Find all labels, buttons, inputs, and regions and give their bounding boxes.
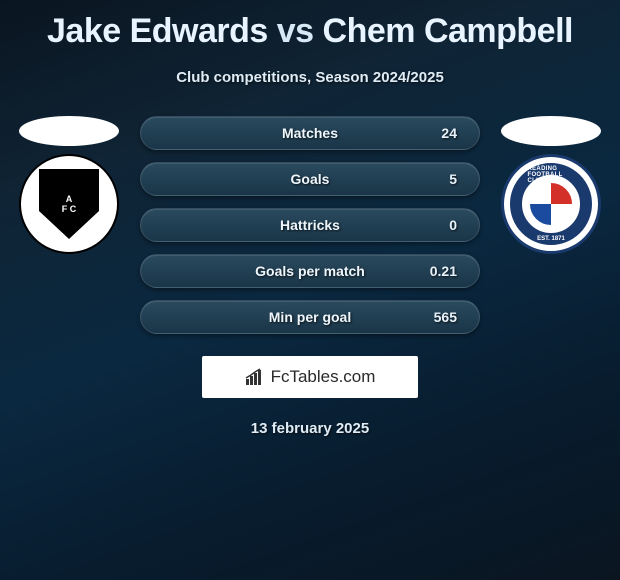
stat-label: Matches: [282, 125, 338, 141]
player1-name: Jake Edwards: [47, 12, 268, 50]
stat-right-value: 24: [427, 125, 457, 141]
comparison-title: Jake Edwards vs Chem Campbell: [47, 12, 573, 51]
player1-avatar-placeholder: [19, 116, 119, 146]
stat-right-value: 5: [427, 171, 457, 187]
stat-right-value: 565: [427, 309, 457, 325]
main-area: AF C Matches 24 Goals 5 Hattricks 0: [0, 116, 620, 334]
brand-watermark: FcTables.com: [202, 356, 418, 398]
shield-monogram: AF C: [62, 194, 77, 214]
stat-label: Goals: [291, 171, 330, 187]
stat-right-value: 0: [427, 217, 457, 233]
infographic-root: Jake Edwards vs Chem Campbell Club compe…: [0, 0, 620, 447]
badge-bottom-text: EST. 1871: [537, 236, 565, 242]
badge-center-icon: [528, 181, 574, 227]
bar-chart-icon: [245, 368, 265, 386]
stat-row-goals: Goals 5: [140, 162, 480, 196]
stat-row-goals-per-match: Goals per match 0.21: [140, 254, 480, 288]
player2-name: Chem Campbell: [323, 12, 573, 50]
brand-text: FcTables.com: [271, 367, 376, 387]
vs-text: vs: [277, 12, 314, 50]
player2-avatar-placeholder: [501, 116, 601, 146]
player2-club-badge: READING FOOTBALL CLUB EST. 1871: [501, 154, 601, 254]
stat-right-value: 0.21: [427, 263, 457, 279]
subtitle: Club competitions, Season 2024/2025: [176, 69, 444, 86]
stat-label: Hattricks: [280, 217, 340, 233]
stat-label: Goals per match: [255, 263, 365, 279]
shield-icon: AF C: [39, 169, 99, 239]
left-column: AF C: [14, 116, 124, 254]
stat-label: Min per goal: [269, 309, 351, 325]
stat-row-matches: Matches 24: [140, 116, 480, 150]
right-column: READING FOOTBALL CLUB EST. 1871: [496, 116, 606, 254]
date-text: 13 february 2025: [251, 420, 369, 437]
player1-club-badge: AF C: [19, 154, 119, 254]
stat-row-hattricks: Hattricks 0: [140, 208, 480, 242]
stats-column: Matches 24 Goals 5 Hattricks 0 Goals per…: [140, 116, 480, 334]
stat-row-min-per-goal: Min per goal 565: [140, 300, 480, 334]
